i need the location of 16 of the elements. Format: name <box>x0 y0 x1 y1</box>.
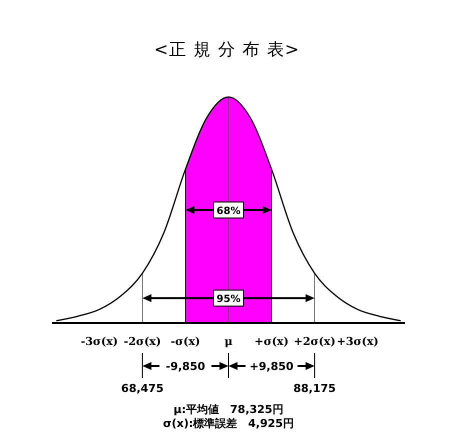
x-tick-label: -2σ(x) <box>124 335 162 348</box>
x-tick-label: +3σ(x) <box>336 335 379 348</box>
x-tick-label: -3σ(x) <box>80 335 118 348</box>
chart-title: <正 規 分 布 表> <box>154 40 300 60</box>
text: μ:平均値 78,325円 <box>174 403 284 416</box>
x-tick-label: +2σ(x) <box>294 335 336 348</box>
text: σ(x):標準誤差 4,925円 <box>163 417 294 430</box>
x-tick-label: +σ(x) <box>254 335 289 348</box>
band-label: 68% <box>216 206 240 217</box>
text: -9,850 <box>166 360 206 373</box>
text: +9,850 <box>250 360 294 373</box>
x-tick-label: -σ(x) <box>170 335 200 348</box>
annotation: 95% <box>216 294 240 306</box>
annotation: 68,475 <box>121 382 164 395</box>
x-tick-label: μ <box>224 335 233 348</box>
annotation: 88,175 <box>293 382 336 395</box>
